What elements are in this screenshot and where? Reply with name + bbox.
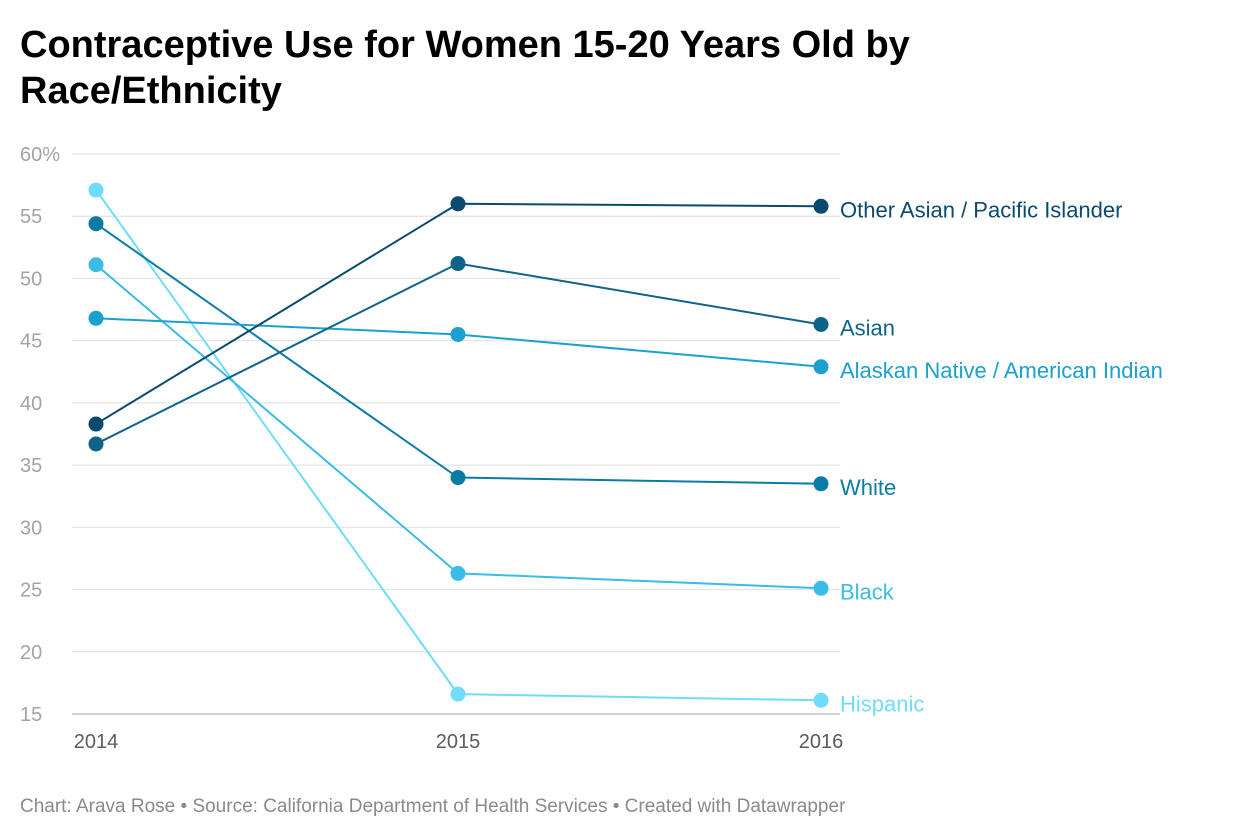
x-axis-ticks: 2014 2015 2016: [74, 731, 844, 753]
series-label: Asian: [840, 315, 895, 340]
y-tick-label: 15: [20, 704, 42, 726]
data-point: [813, 316, 829, 332]
x-tick-label: 2015: [436, 731, 481, 753]
data-point: [450, 565, 466, 581]
data-point: [88, 416, 104, 432]
series-points: [88, 182, 829, 708]
data-point: [450, 326, 466, 342]
y-tick-label: 45: [20, 331, 42, 353]
data-point: [450, 686, 466, 702]
y-tick-label: 55: [20, 206, 42, 228]
x-tick-label: 2014: [74, 731, 119, 753]
data-point: [88, 216, 104, 232]
gridlines: [72, 153, 840, 715]
series-label: Other Asian / Pacific Islander: [840, 197, 1122, 222]
y-tick-label: 40: [20, 393, 42, 415]
chart-title: Contraceptive Use for Women 15-20 Years …: [20, 24, 910, 112]
series-label: Hispanic: [840, 691, 924, 716]
data-point: [450, 256, 466, 272]
data-point: [88, 310, 104, 326]
y-axis-ticks: 60% 55 50 45 40 35 30 25 20 15: [20, 144, 60, 726]
y-tick-label: 50: [20, 268, 42, 290]
data-point: [813, 198, 829, 214]
data-point: [450, 470, 466, 486]
series-line: [95, 263, 822, 590]
series-line: [95, 202, 822, 425]
data-point: [88, 257, 104, 273]
y-tick-label: 30: [20, 517, 42, 539]
data-point: [450, 196, 466, 212]
series-labels: Other Asian / Pacific Islander Asian Alask…: [840, 197, 1163, 716]
series-label: Black: [840, 579, 895, 604]
chart-footer: Chart: Arava Rose • Source: California D…: [20, 796, 846, 817]
data-point: [813, 580, 829, 596]
data-point: [813, 476, 829, 492]
y-tick-label: 25: [20, 580, 42, 602]
x-tick-label: 2016: [799, 731, 844, 753]
y-tick-label: 60%: [20, 144, 60, 166]
series-label: White: [840, 475, 896, 500]
data-point: [88, 436, 104, 452]
data-point: [88, 182, 104, 198]
y-tick-label: 20: [20, 642, 42, 664]
series-line: [95, 262, 822, 445]
series-label: Alaskan Native / American Indian: [840, 358, 1163, 383]
data-point: [813, 692, 829, 708]
data-point: [813, 359, 829, 375]
y-tick-label: 35: [20, 455, 42, 477]
